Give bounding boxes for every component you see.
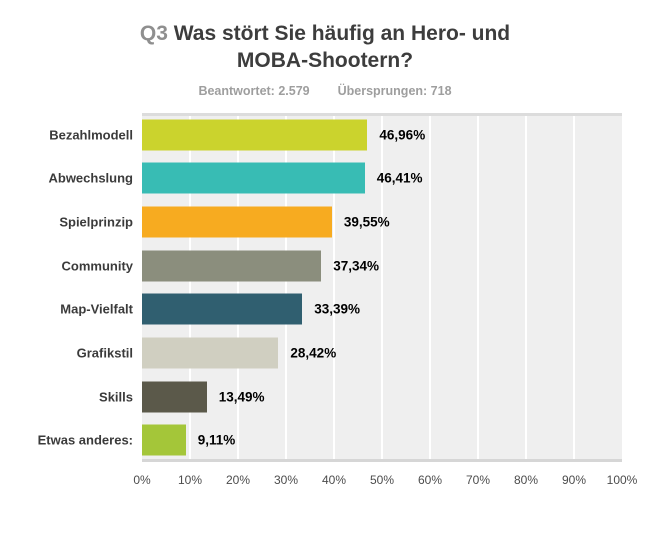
bar [142,293,303,325]
value-label: 28,42% [290,345,337,361]
bar-row: Skills 13,49% [0,375,650,419]
value-label: 37,34% [333,258,380,274]
bar-row: Bezahlmodell 46,96% [0,113,650,157]
category-label: Community [61,258,134,274]
bar [142,337,279,369]
category-label: Spielprinzip [59,214,133,230]
bar [142,381,207,413]
x-tick-label: 60% [417,473,443,487]
value-label: 46,96% [379,127,426,143]
skipped-count: Übersprungen: 718 [337,84,452,98]
x-axis: 0% 10% 20% 30% 40% 50% 60% 70% 80% 90% 100% [0,473,650,489]
x-tick-label: 20% [225,473,251,487]
bar [142,250,322,282]
bar-row: Grafikstil 28,42% [0,331,650,375]
gridline [333,116,335,459]
gridline [189,116,191,459]
bar-row: Map-Vielfalt 33,39% [0,288,650,332]
gridline [381,116,383,459]
gridline [237,116,239,459]
value-label: 39,55% [343,214,390,230]
bar [142,162,365,194]
x-tick-label: 50% [369,473,395,487]
bar-row: Spielprinzip 39,55% [0,200,650,244]
category-label: Skills [99,389,133,405]
category-label: Abwechslung [48,170,133,186]
gridline [285,116,287,459]
value-label: 33,39% [314,301,361,317]
bar-row: Community 37,34% [0,244,650,288]
x-tick-label: 70% [465,473,491,487]
category-label: Bezahlmodell [49,127,133,143]
value-label: 13,49% [218,389,265,405]
gridline [573,116,575,459]
x-tick-label: 100% [606,473,638,487]
value-label: 46,41% [376,170,423,186]
bar [142,206,332,238]
bar-row: Abwechslung 46,41% [0,157,650,201]
x-tick-label: 0% [133,473,151,487]
gridline [525,116,527,459]
x-tick-label: 30% [273,473,299,487]
gridline [429,116,431,459]
category-label: Map-Vielfalt [60,301,133,317]
question-number: Q3 [139,22,168,45]
category-label: Grafikstil [76,345,133,361]
bar [142,424,186,456]
gridline [477,116,479,459]
bar [142,119,368,151]
question-title: Q3 Was stört Sie häufig an Hero- und MOB… [109,20,541,74]
answered-count: Beantwortet: 2.579 [198,84,310,98]
x-tick-label: 10% [177,473,203,487]
x-tick-label: 90% [561,473,587,487]
value-label: 9,11% [197,432,236,448]
x-tick-label: 80% [513,473,539,487]
x-tick-label: 40% [321,473,347,487]
bar-row: Etwas anderes: 9,11% [0,418,650,462]
question-text: Was stört Sie häufig an Hero- und MOBA-S… [173,22,511,72]
response-stats: Beantwortet: 2.579 Übersprungen: 718 [0,84,650,98]
category-label: Etwas anderes: [37,432,133,448]
